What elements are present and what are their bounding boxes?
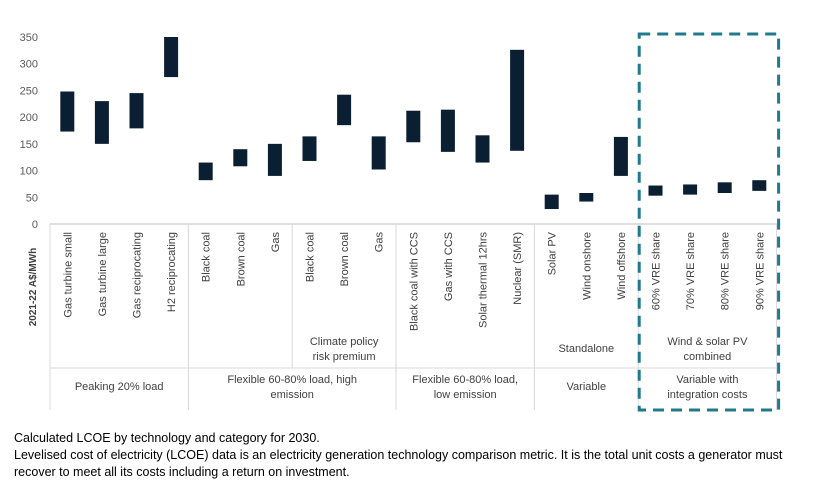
group-label: low emission: [434, 389, 497, 401]
range-bar: [371, 136, 386, 170]
highlight-box: [637, 32, 781, 412]
category-label: Gas turbine small: [62, 232, 74, 318]
range-bar: [752, 180, 767, 191]
group-label: Peaking 20% load: [75, 381, 164, 393]
group-label: Variable with: [676, 374, 738, 386]
range-bar: [510, 49, 525, 151]
y-tick-label: 50: [26, 192, 38, 204]
subgroup-label: Standalone: [558, 343, 614, 355]
range-bar: [60, 91, 75, 132]
range-bar: [337, 94, 352, 126]
range-bar: [648, 185, 663, 196]
y-tick-label: 350: [20, 32, 38, 44]
subgroup-label: risk premium: [313, 351, 376, 363]
range-bar: [544, 194, 559, 210]
range-bar: [475, 135, 490, 163]
category-label: 90% VRE share: [754, 232, 766, 310]
group-label: Flexible 60-80% load,: [412, 374, 518, 386]
subgroup-label: Climate policy: [310, 336, 379, 348]
y-tick-label: 150: [20, 139, 38, 151]
category-label: H2 reciprocating: [166, 232, 178, 312]
group-label: Flexible 60-80% load, high: [227, 374, 357, 386]
caption-line-1: Calculated LCOE by technology and catego…: [14, 431, 320, 445]
y-tick-label: 0: [32, 219, 38, 231]
category-label: 70% VRE share: [685, 232, 697, 310]
group-label: integration costs: [667, 389, 748, 401]
category-label: Gas turbine large: [97, 232, 109, 316]
category-label: Gas reciprocating: [132, 232, 144, 318]
range-bar: [717, 182, 732, 194]
y-tick-label: 300: [20, 59, 38, 71]
group-label: Variable: [567, 381, 607, 393]
y-tick-label: 200: [20, 112, 38, 124]
category-label: Black coal with CCS: [408, 232, 420, 331]
subgroup-label: Wind & solar PV: [667, 336, 748, 348]
subgroup-label: combined: [684, 351, 732, 363]
caption-line-2: Levelised cost of electricity (LCOE) dat…: [14, 448, 783, 479]
y-tick-label: 100: [20, 166, 38, 178]
range-bar: [198, 162, 213, 181]
range-bar: [233, 149, 248, 167]
category-label: Solar thermal 12hrs: [478, 232, 490, 328]
category-label: 60% VRE share: [651, 232, 663, 310]
chart-caption: Calculated LCOE by technology and catego…: [14, 430, 824, 481]
category-label: 80% VRE share: [720, 232, 732, 310]
category-label: Wind offshore: [616, 232, 628, 300]
category-label: Wind onshore: [581, 232, 593, 300]
range-bar: [613, 136, 628, 176]
category-label: Nuclear (SMR): [512, 232, 524, 305]
range-bar: [406, 110, 421, 143]
range-bar: [440, 109, 455, 152]
range-bar: [267, 143, 282, 176]
y-tick-label: 250: [20, 85, 38, 97]
range-bar: [579, 193, 594, 202]
category-label: Gas with CCS: [443, 232, 455, 301]
range-bar: [94, 101, 109, 144]
range-bar: [164, 37, 179, 78]
category-label: Black coal: [305, 232, 317, 282]
category-label: Brown coal: [235, 232, 247, 286]
category-label: Gas: [374, 232, 386, 253]
y-axis-label: 2021-22 A$/MWh: [28, 248, 39, 327]
category-label: Brown coal: [339, 232, 351, 286]
range-bar: [683, 184, 698, 195]
range-bar: [129, 93, 144, 129]
category-label: Gas: [270, 232, 282, 253]
group-label: emission: [270, 389, 313, 401]
range-bar: [302, 136, 317, 161]
lcoe-chart: 0 50 100 150 200 250 300 350 2021-22 A$/MWh Gas t…: [20, 32, 781, 412]
category-label: Solar PV: [547, 231, 559, 275]
category-label: Black coal: [201, 232, 213, 282]
